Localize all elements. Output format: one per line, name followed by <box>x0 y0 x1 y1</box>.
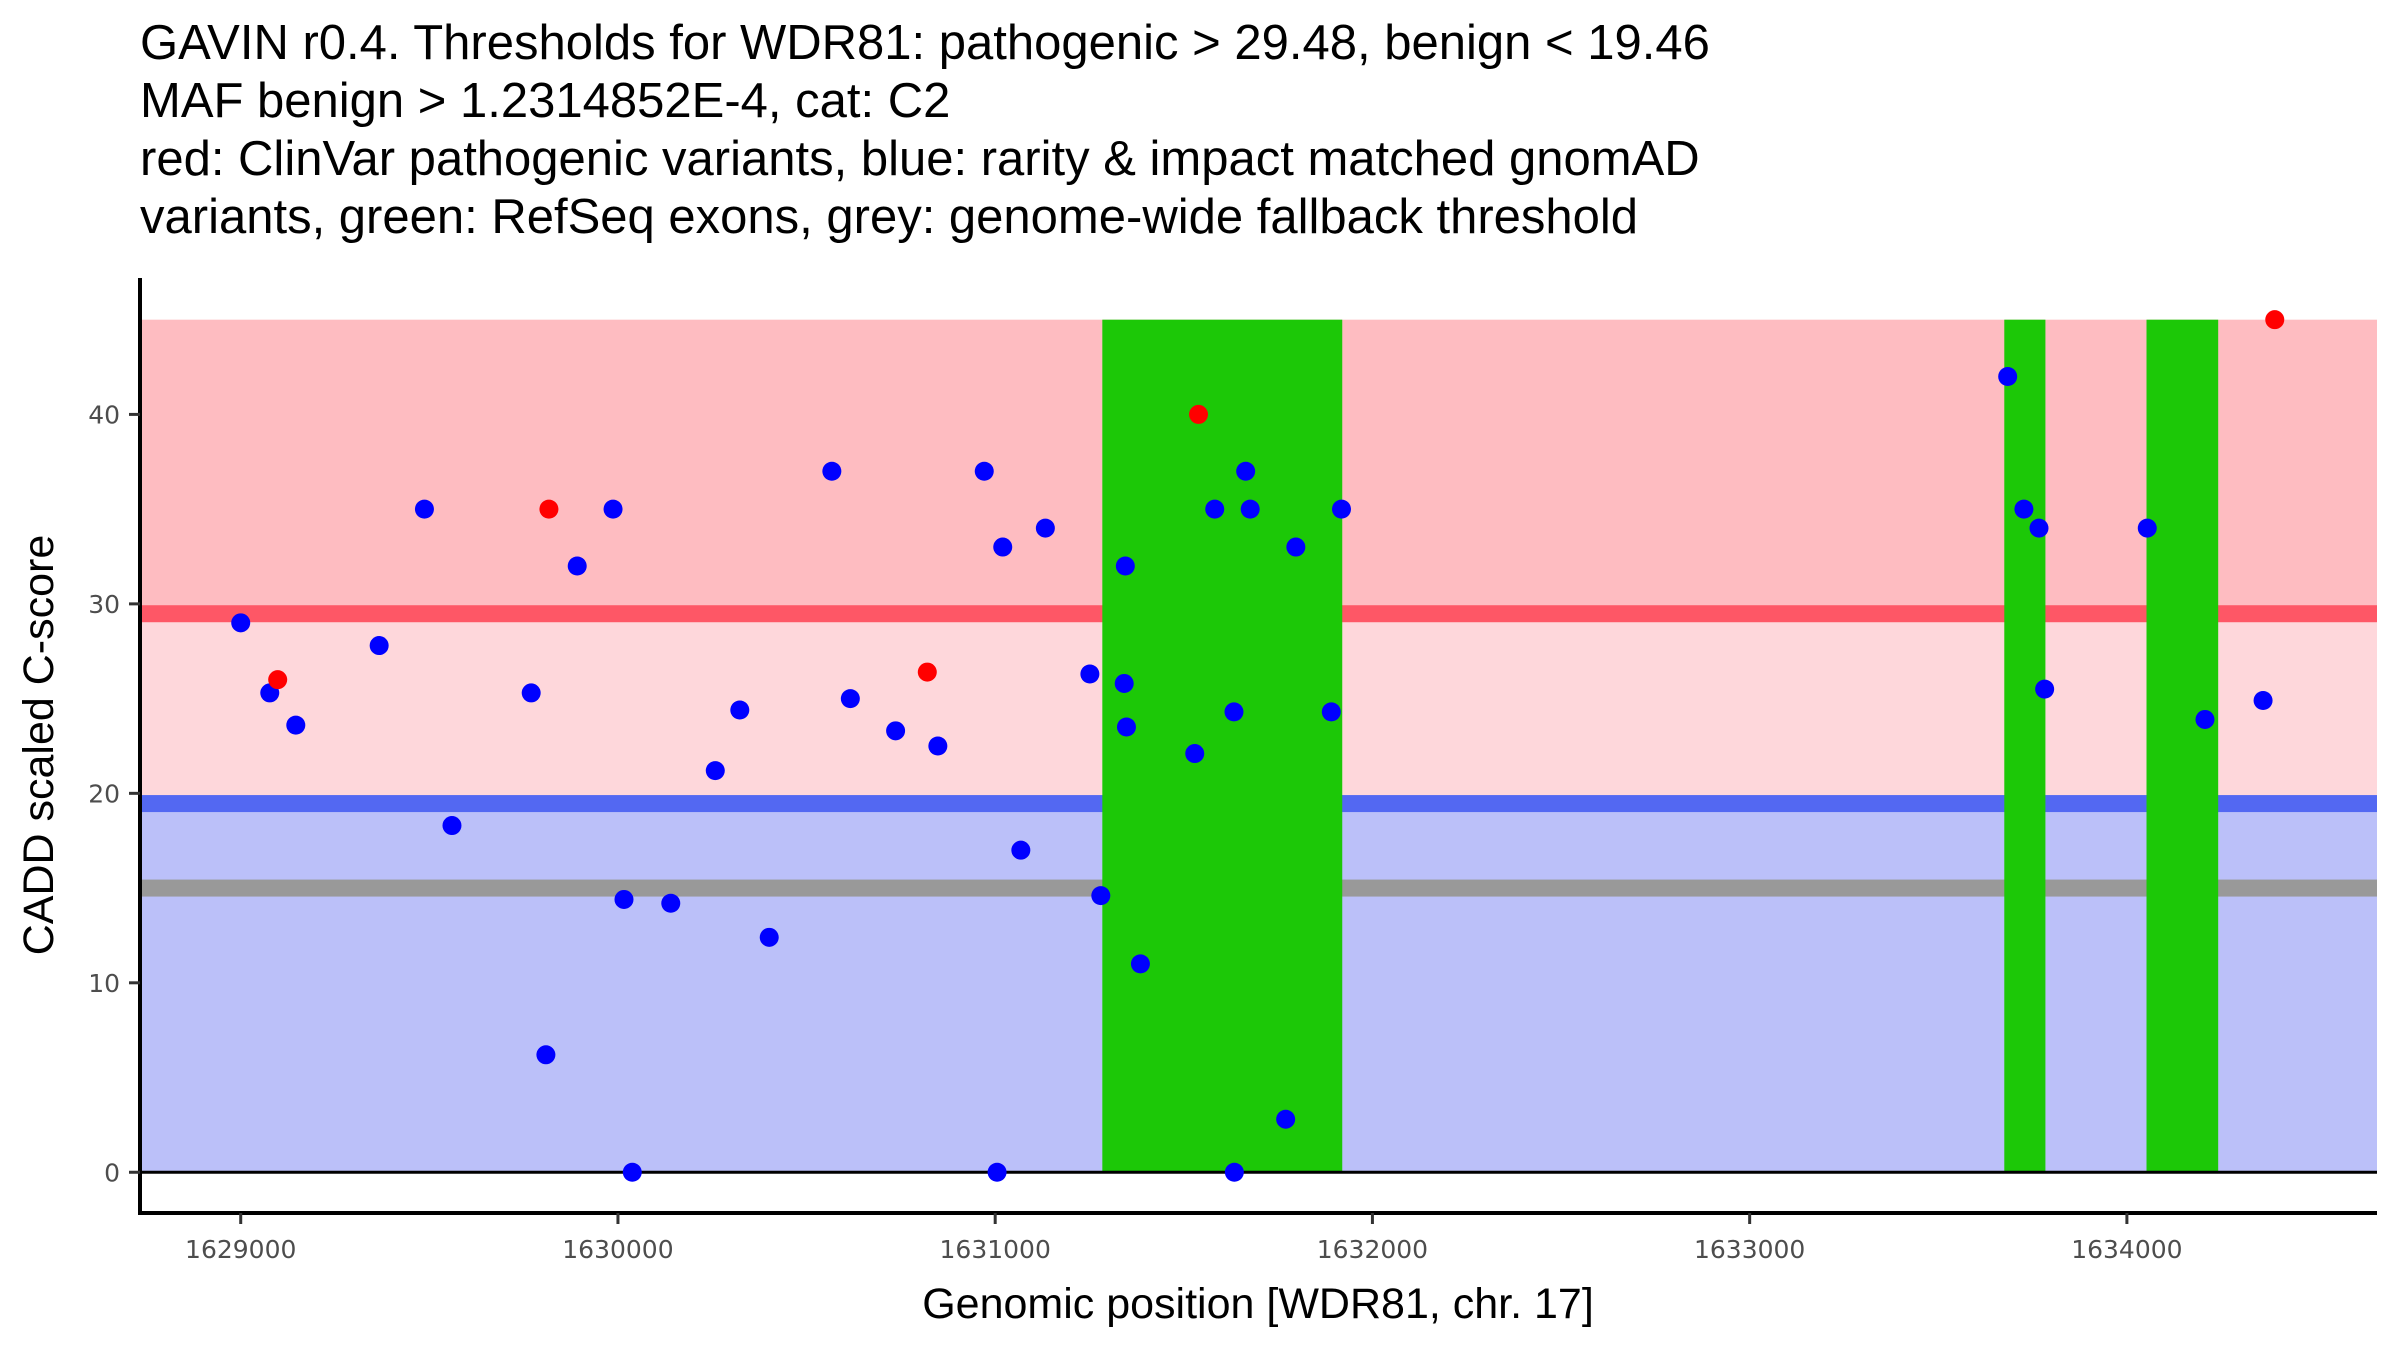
title-line-4: variants, green: RefSeq exons, grey: gen… <box>140 190 1639 244</box>
y-tick-label: 30 <box>88 590 120 619</box>
gnomad-variant-point <box>1224 1162 1244 1182</box>
gnomad-variant-point <box>759 927 779 947</box>
gnomad-variant-point <box>1205 499 1225 519</box>
gnomad-variant-point <box>974 461 994 481</box>
title-line-3: red: ClinVar pathogenic variants, blue: … <box>140 132 1700 186</box>
gnomad-variant-point <box>928 736 948 756</box>
x-axis-title: Genomic position [WDR81, chr. 17] <box>922 1280 1594 1328</box>
clinvar-pathogenic-point <box>2265 310 2285 330</box>
gnomad-variant-point <box>1224 702 1244 722</box>
gnomad-variant-point <box>536 1045 556 1065</box>
gnomad-variant-point <box>2137 518 2157 538</box>
y-tick-label: 20 <box>88 779 120 808</box>
clinvar-pathogenic-point <box>539 499 559 519</box>
exon-region <box>2004 319 2046 1173</box>
gnomad-variant-point <box>2195 709 2215 729</box>
gnomad-variant-point <box>414 499 434 519</box>
gnomad-variant-point <box>730 700 750 720</box>
gnomad-variant-point <box>1080 664 1100 684</box>
chart-title: GAVIN r0.4. Thresholds for WDR81: pathog… <box>140 14 1710 246</box>
gnomad-variant-point <box>1115 556 1135 576</box>
y-tick-label: 0 <box>104 1158 120 1187</box>
gnomad-variant-point <box>1331 499 1351 519</box>
gnomad-variant-point <box>1240 499 1260 519</box>
gnomad-variant-point <box>1091 886 1111 906</box>
x-tick-label: 1630000 <box>562 1235 673 1264</box>
gnomad-variant-point <box>1276 1109 1296 1129</box>
gnomad-variant-point <box>705 761 725 781</box>
gnomad-variant-point <box>567 556 587 576</box>
gnomad-variant-point <box>2253 691 2273 711</box>
gnomad-variant-point <box>2035 679 2055 699</box>
gnomad-variant-point <box>603 499 623 519</box>
gnomad-variant-point <box>1130 954 1150 974</box>
title-line-2: MAF benign > 1.2314852E-4, cat: C2 <box>140 74 951 128</box>
gnomad-variant-point <box>1035 518 1055 538</box>
title-line-1: GAVIN r0.4. Thresholds for WDR81: pathog… <box>140 16 1710 70</box>
gnomad-variant-point <box>822 461 842 481</box>
x-tick-label: 1629000 <box>185 1235 296 1264</box>
x-tick-label: 1634000 <box>2071 1235 2182 1264</box>
gnomad-variant-point <box>521 683 541 703</box>
gnomad-variant-point <box>661 893 681 913</box>
y-axis-ticks: 0 10 20 30 40 <box>88 400 140 1187</box>
exon-regions <box>1102 319 2219 1173</box>
y-axis-title: CADD scaled C-score <box>15 535 63 956</box>
gnomad-variant-point <box>231 613 251 633</box>
gnomad-variant-point <box>1011 840 1031 860</box>
clinvar-pathogenic-point <box>268 670 288 690</box>
x-tick-label: 1632000 <box>1317 1235 1428 1264</box>
exon-region <box>2146 319 2219 1173</box>
x-axis-ticks: 1629000 1630000 1631000 1632000 1633000 16340… <box>185 1213 2183 1264</box>
gnomad-variant-point <box>286 715 306 735</box>
gnomad-variant-point <box>622 1162 642 1182</box>
x-tick-label: 1633000 <box>1694 1235 1805 1264</box>
gnomad-variant-point <box>2014 499 2034 519</box>
gnomad-variant-point <box>987 1162 1007 1182</box>
clinvar-pathogenic-point <box>1189 404 1209 424</box>
clinvar-pathogenic-point <box>917 662 937 682</box>
gnomad-variant-point <box>614 889 634 909</box>
gnomad-variant-point <box>1286 537 1306 557</box>
x-tick-label: 1631000 <box>940 1235 1051 1264</box>
gnomad-variant-point <box>840 689 860 709</box>
gnomad-variant-point <box>886 721 906 741</box>
axes <box>138 278 2377 1215</box>
gnomad-variant-point <box>1114 673 1134 693</box>
data-points <box>231 310 2285 1182</box>
gnomad-variant-point <box>442 816 462 836</box>
gnomad-variant-point <box>1185 744 1205 764</box>
gnomad-variant-point <box>369 636 389 656</box>
gnomad-variant-point <box>993 537 1013 557</box>
gnomad-variant-point <box>2029 518 2049 538</box>
exon-region <box>1102 319 1343 1173</box>
gnomad-variant-point <box>1998 367 2018 387</box>
y-tick-label: 40 <box>88 400 120 429</box>
gnomad-variant-point <box>1321 702 1341 722</box>
y-tick-label: 10 <box>88 969 120 998</box>
gnomad-variant-point <box>1116 717 1136 737</box>
gnomad-variant-point <box>1236 461 1256 481</box>
